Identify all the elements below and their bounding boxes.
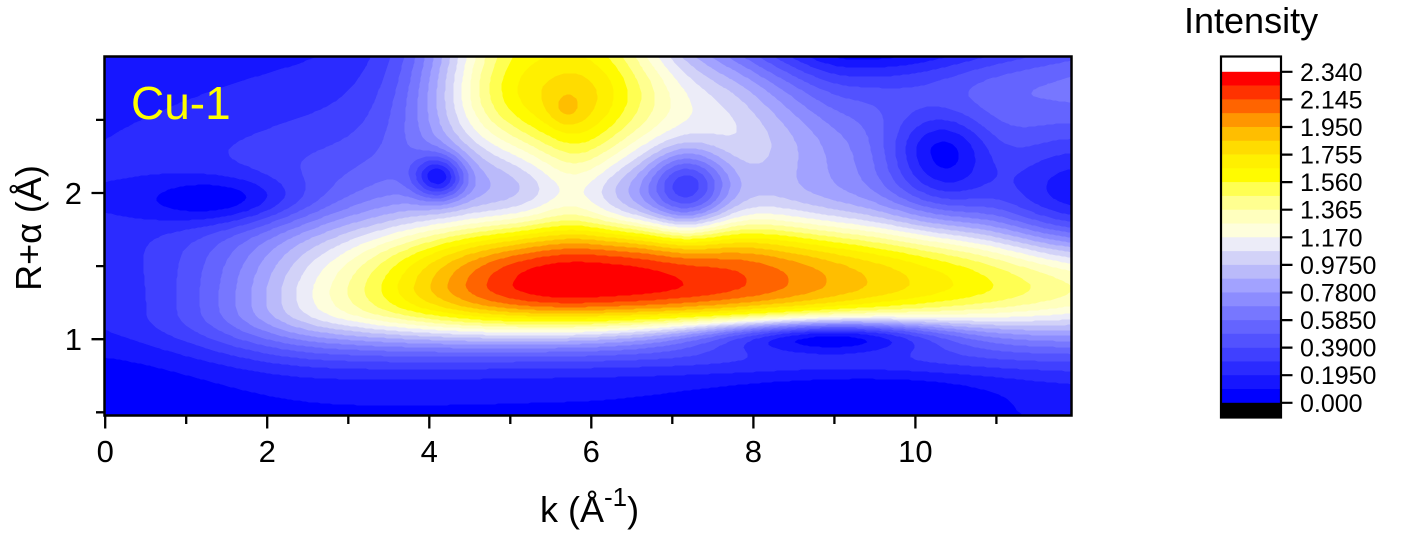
svg-text:4: 4 (421, 434, 438, 469)
svg-text:Intensity: Intensity (1184, 0, 1318, 41)
svg-text:1.365: 1.365 (1300, 197, 1363, 225)
svg-text:1.950: 1.950 (1300, 114, 1363, 142)
svg-text:2.340: 2.340 (1300, 59, 1363, 87)
svg-text:Cu-1: Cu-1 (131, 77, 231, 129)
svg-text:1: 1 (65, 322, 82, 357)
svg-text:0.9750: 0.9750 (1300, 252, 1376, 280)
svg-text:10: 10 (898, 434, 932, 469)
svg-text:1.170: 1.170 (1300, 224, 1363, 252)
svg-text:0.1950: 0.1950 (1300, 362, 1376, 390)
svg-text:0: 0 (97, 434, 114, 469)
svg-text:0.3900: 0.3900 (1300, 335, 1376, 363)
svg-text:2: 2 (259, 434, 276, 469)
svg-text:2.145: 2.145 (1300, 86, 1363, 114)
svg-text:6: 6 (583, 434, 600, 469)
svg-text:1.755: 1.755 (1300, 142, 1363, 170)
svg-text:0.5850: 0.5850 (1300, 307, 1376, 335)
svg-text:2: 2 (65, 176, 82, 211)
svg-text:R+α (Å): R+α (Å) (8, 165, 49, 291)
svg-text:k (Å-1): k (Å-1) (540, 482, 639, 530)
svg-text:0.7800: 0.7800 (1300, 280, 1376, 308)
svg-text:1.560: 1.560 (1300, 169, 1363, 197)
svg-text:0.000: 0.000 (1300, 390, 1363, 418)
svg-text:8: 8 (745, 434, 762, 469)
